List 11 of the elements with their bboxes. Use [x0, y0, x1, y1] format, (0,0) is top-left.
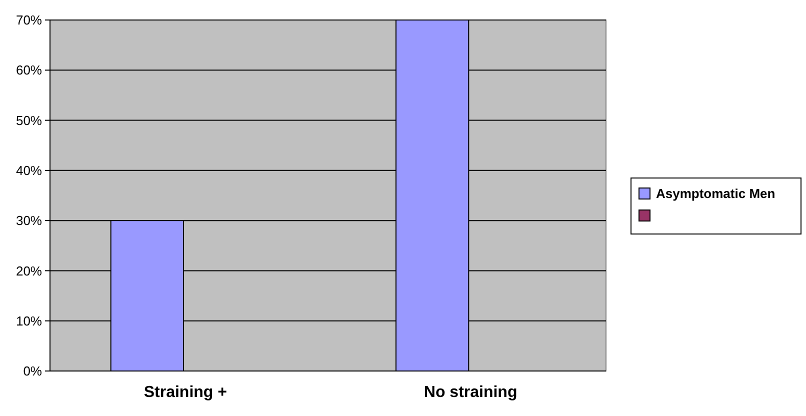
y-tick-label: 10% [16, 313, 42, 328]
y-tick-label: 40% [16, 162, 42, 178]
y-tick-label: 70% [16, 12, 42, 28]
legend-label: Asymptomatic Men [656, 186, 776, 201]
y-tick-label: 20% [16, 263, 42, 278]
x-tick-label: No straining [424, 384, 518, 401]
y-tick-label: 60% [16, 62, 42, 78]
x-tick-label: Straining + [144, 384, 227, 401]
y-tick-label: 0% [23, 364, 42, 379]
y-tick-label: 50% [16, 112, 42, 128]
y-tick-label: 30% [16, 213, 42, 228]
